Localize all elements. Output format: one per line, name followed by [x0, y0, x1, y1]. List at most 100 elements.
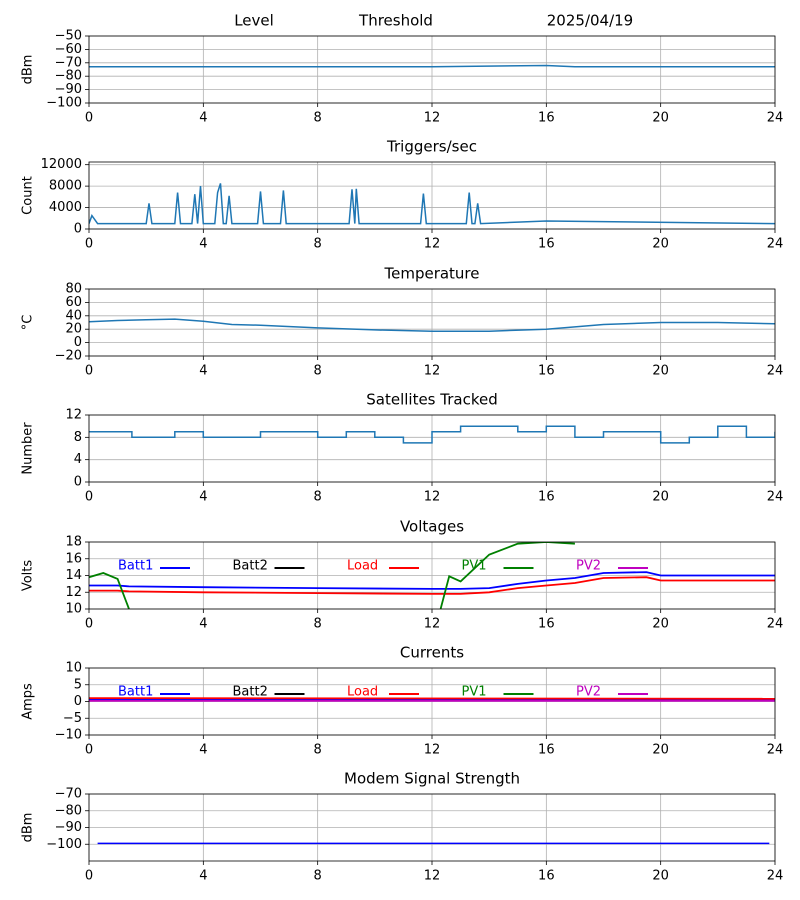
- x-tick-label: 4: [199, 869, 207, 884]
- data-line: [89, 697, 775, 700]
- y-tick-label: 80: [65, 282, 82, 297]
- y-tick-label: −70: [55, 787, 82, 802]
- y-tick-label: 60: [65, 295, 82, 310]
- axes-frame: [88, 414, 776, 483]
- x-tick-label: 0: [85, 237, 93, 252]
- axes-frame: [88, 667, 776, 736]
- y-tick-label: 5: [74, 677, 82, 692]
- legend-label: PV1: [462, 685, 487, 700]
- x-tick-label: 24: [767, 743, 784, 758]
- y-axis-label: Count: [21, 176, 36, 215]
- legend-label: PV1: [462, 559, 487, 574]
- y-tick-label: −60: [55, 42, 82, 57]
- y-tick-label: −90: [55, 820, 82, 835]
- x-tick-label: 20: [652, 869, 669, 884]
- x-tick-label: 0: [85, 364, 93, 379]
- x-tick-label: 8: [314, 617, 322, 632]
- y-tick-label: 4000: [49, 200, 82, 215]
- x-tick-label: 16: [538, 111, 555, 126]
- y-tick-label: −50: [55, 29, 82, 44]
- legend-label: Batt2: [233, 685, 268, 700]
- x-tick-label: 12: [424, 490, 441, 505]
- y-tick-label: −20: [55, 349, 82, 364]
- x-tick-label: 8: [314, 743, 322, 758]
- y-tick-label: 12: [65, 408, 82, 423]
- y-tick-label: 0: [74, 335, 82, 350]
- data-line: [89, 571, 775, 590]
- x-tick-label: 12: [424, 869, 441, 884]
- axes-frame: [88, 541, 776, 610]
- y-tick-label: −5: [63, 711, 82, 726]
- x-tick-label: 12: [424, 111, 441, 126]
- x-tick-label: 24: [767, 364, 784, 379]
- x-tick-label: 24: [767, 111, 784, 126]
- x-tick-label: 0: [85, 743, 93, 758]
- x-tick-label: 4: [199, 111, 207, 126]
- legend-label: Load: [347, 559, 378, 574]
- y-tick-label: 10: [65, 602, 82, 617]
- chart-title: Threshold: [358, 12, 433, 30]
- axes-frame: [88, 288, 776, 357]
- chart-title: Triggers/sec: [386, 138, 477, 156]
- x-tick-label: 0: [85, 869, 93, 884]
- y-axis-label: Number: [21, 422, 36, 475]
- chart-title: 2025/04/19: [547, 12, 633, 30]
- y-tick-label: 12: [65, 585, 82, 600]
- y-axis-label: dBm: [21, 813, 36, 843]
- axes-frame: [88, 35, 776, 104]
- y-tick-label: −80: [55, 803, 82, 818]
- x-tick-label: 12: [424, 237, 441, 252]
- x-tick-label: 4: [199, 364, 207, 379]
- panel: Satellites Tracked Number 0 4 8 12 16 20 24 0 4 8 12: [21, 391, 784, 505]
- y-tick-label: 0: [74, 475, 82, 490]
- x-tick-label: 8: [314, 364, 322, 379]
- x-tick-label: 0: [85, 617, 93, 632]
- panel: Modem Signal Strength dBm 0 4 8 12 16 20 24 −100 −…: [21, 770, 784, 884]
- x-tick-label: 20: [652, 237, 669, 252]
- data-line: [89, 542, 575, 609]
- chart-title: Currents: [400, 644, 464, 662]
- data-line: [89, 576, 775, 595]
- y-tick-label: 8: [74, 430, 82, 445]
- y-tick-label: 40: [65, 308, 82, 323]
- legend-label: Batt1: [118, 559, 153, 574]
- panel: Currents Amps 0 4 8 12 16 20 24 −10 −5 0 510 Batt1 Bat…: [21, 644, 784, 758]
- legend-label: Load: [347, 685, 378, 700]
- y-tick-label: 18: [65, 535, 82, 550]
- chart-title: Modem Signal Strength: [344, 770, 520, 788]
- x-tick-label: 20: [652, 111, 669, 126]
- data-line: [89, 318, 775, 332]
- legend-label: PV2: [576, 685, 601, 700]
- panel: Triggers/sec Count 0 4 8 12 16 20 24 0 4000 8000 120…: [21, 138, 784, 252]
- y-tick-label: 20: [65, 322, 82, 337]
- y-tick-label: 4: [74, 452, 82, 467]
- x-tick-label: 12: [424, 617, 441, 632]
- x-tick-label: 0: [85, 111, 93, 126]
- y-axis-label: °C: [21, 315, 36, 331]
- x-tick-label: 16: [538, 869, 555, 884]
- x-tick-label: 4: [199, 490, 207, 505]
- y-tick-label: 16: [65, 551, 82, 566]
- x-tick-label: 12: [424, 364, 441, 379]
- x-tick-label: 16: [538, 617, 555, 632]
- x-tick-label: 20: [652, 743, 669, 758]
- y-tick-label: −70: [55, 55, 82, 70]
- y-tick-label: 14: [65, 568, 82, 583]
- x-tick-label: 16: [538, 237, 555, 252]
- y-tick-label: 0: [74, 694, 82, 709]
- chart-title: Satellites Tracked: [366, 391, 497, 409]
- x-tick-label: 0: [85, 490, 93, 505]
- y-tick-label: −100: [46, 96, 82, 111]
- axes-frame: [88, 161, 776, 230]
- x-tick-label: 24: [767, 869, 784, 884]
- y-tick-label: −100: [46, 837, 82, 852]
- x-tick-label: 8: [314, 490, 322, 505]
- chart-title: Voltages: [400, 518, 464, 536]
- x-tick-label: 8: [314, 237, 322, 252]
- panel: Level Threshold 2025/04/19 dBm 0 4 8 12 16 20 24 −1…: [21, 12, 784, 126]
- chart-title: Temperature: [383, 265, 479, 283]
- y-axis-label: dBm: [21, 55, 36, 85]
- y-tick-label: −10: [55, 728, 82, 743]
